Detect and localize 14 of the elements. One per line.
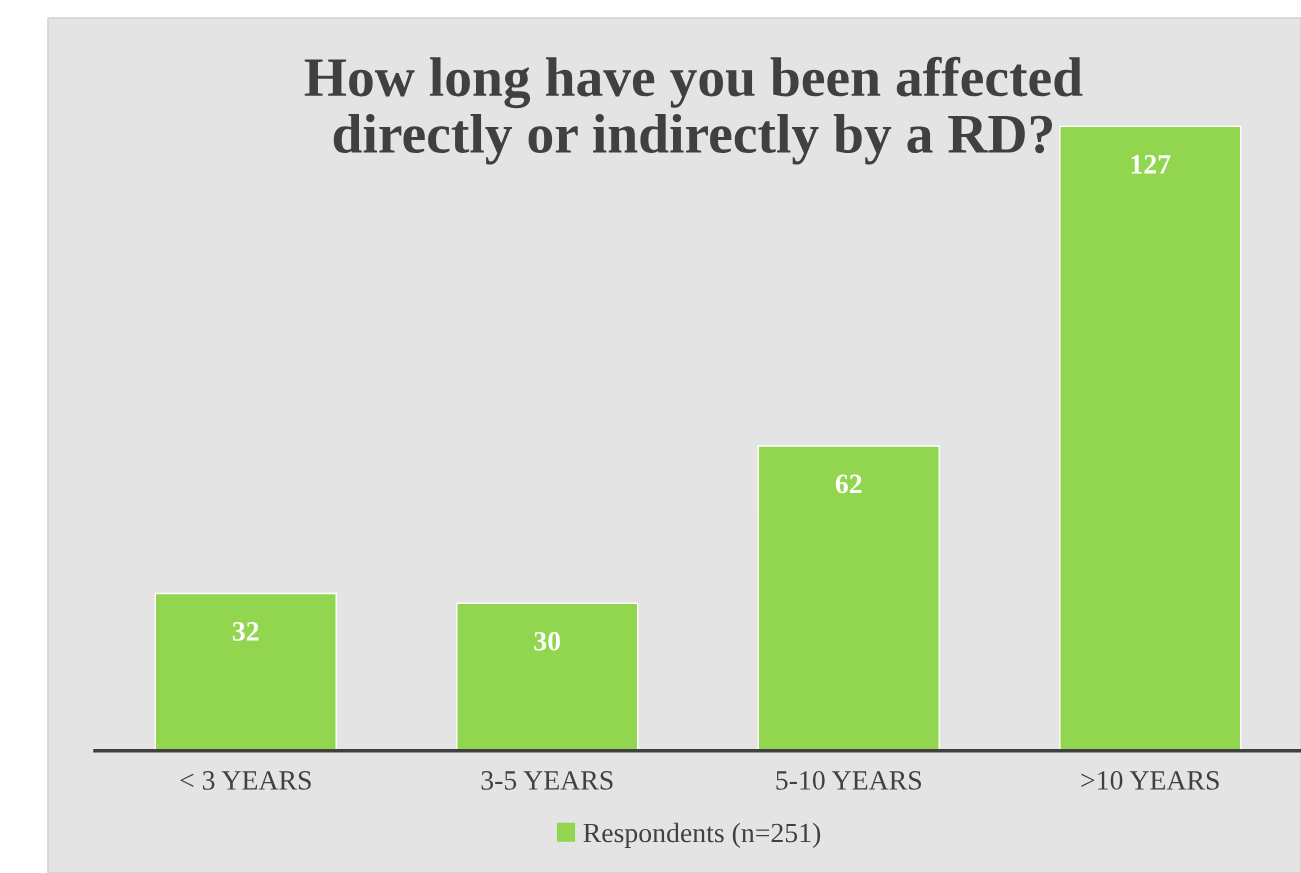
x-tick-label: 5-10 YEARS [776, 771, 921, 790]
x-tick-label: 3-5 YEARS [481, 771, 613, 790]
bar [1059, 125, 1242, 751]
data-label: 127 [1131, 155, 1171, 174]
data-label: 62 [835, 474, 862, 494]
legend-label: Respondents (n=251) [583, 822, 821, 848]
data-label: 30 [534, 631, 561, 651]
x-tick-label: < 3 YEARS [180, 771, 311, 790]
chart-title: How long have you been affected directly or indirectly by a RD? [304, 56, 1083, 165]
x-tick-label: >10 YEARS [1081, 771, 1219, 790]
data-label: 32 [232, 622, 259, 641]
bar [757, 445, 940, 751]
bar [154, 592, 337, 751]
bar [456, 602, 639, 751]
